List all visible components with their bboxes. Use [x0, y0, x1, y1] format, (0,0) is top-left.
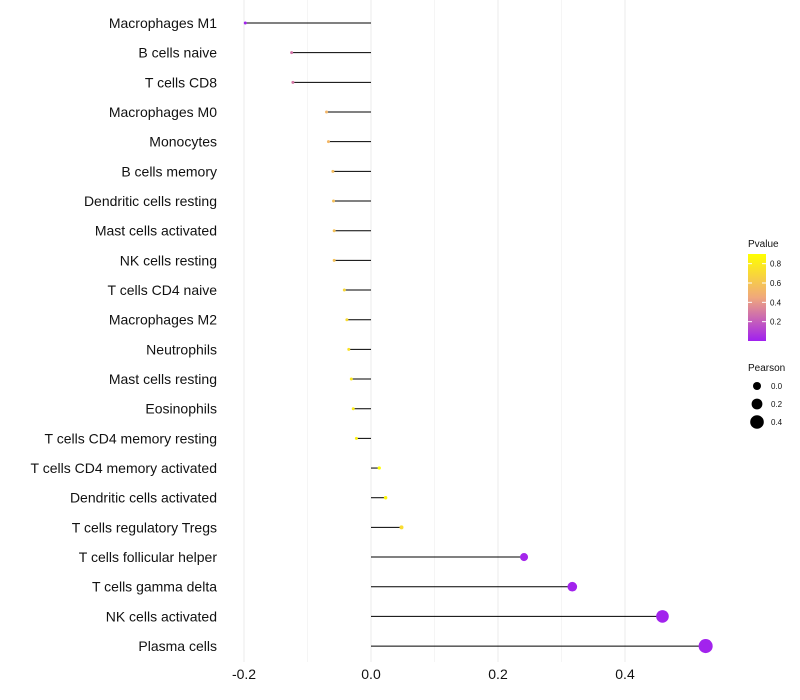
lollipop-point: [354, 436, 358, 440]
category-label: B cells memory: [121, 163, 217, 179]
lollipop-point: [345, 318, 349, 322]
lollipop-point: [351, 407, 355, 411]
size-legend-dot: [750, 415, 764, 429]
colorbar-tick-label: 0.6: [770, 279, 782, 288]
category-label: Neutrophils: [146, 341, 217, 357]
colorbar-tick-label: 0.2: [770, 318, 782, 327]
legend: Pvalue 0.8 0.6 0.4 0.2 Pearson 0.0 0.2 0.4: [748, 239, 785, 429]
x-tick-label: 0.0: [361, 666, 381, 682]
size-legend-dot: [751, 398, 763, 410]
lollipop-point: [325, 110, 329, 114]
pvalue-colorbar: [748, 254, 766, 341]
category-label: Monocytes: [149, 134, 217, 150]
lollipop-point: [342, 288, 346, 292]
category-label: Macrophages M2: [109, 312, 217, 328]
category-label: T cells follicular helper: [79, 549, 218, 565]
category-label: Dendritic cells resting: [84, 193, 217, 209]
lollipop-point: [698, 639, 713, 654]
lollipop-point: [326, 140, 330, 144]
pvalue-colorbar-ticks: 0.8 0.6 0.4 0.2: [748, 260, 782, 327]
lollipop-point: [377, 466, 381, 470]
x-tick-label: -0.2: [232, 666, 256, 682]
size-legend-label: 0.0: [771, 382, 783, 391]
colorbar-tick-label: 0.4: [770, 298, 782, 307]
lollipop-point: [332, 199, 336, 203]
size-legend-label: 0.2: [771, 400, 783, 409]
category-label: T cells CD8: [145, 74, 217, 90]
size-legend-label: 0.4: [771, 418, 783, 427]
category-label: B cells naive: [138, 45, 217, 61]
category-label: T cells CD4 memory resting: [45, 430, 217, 446]
x-tick-label: 0.2: [488, 666, 508, 682]
category-label: Macrophages M0: [109, 104, 217, 120]
category-label: T cells gamma delta: [92, 579, 217, 595]
x-tick-label: 0.4: [615, 666, 635, 682]
lollipop-points: [243, 21, 713, 654]
size-legend-dot: [753, 382, 761, 390]
lollipop-segments: [245, 22, 706, 647]
lollipop-point: [349, 377, 353, 381]
lollipop-point: [291, 80, 295, 84]
x-axis-ticks: -0.2 0.0 0.2 0.4: [232, 666, 635, 682]
lollipop-point: [399, 525, 404, 530]
pearson-size-legend: 0.0 0.2 0.4: [750, 382, 783, 429]
category-label: Plasma cells: [138, 638, 217, 654]
lollipop-point: [567, 581, 578, 592]
category-label: Mast cells activated: [95, 223, 217, 239]
category-label: T cells CD4 naive: [108, 282, 218, 298]
lollipop-point: [347, 347, 351, 351]
legend-pearson-title: Pearson: [748, 363, 785, 374]
category-label: Eosinophils: [145, 401, 217, 417]
category-labels: Macrophages M1 B cells naive T cells CD8 Ma…: [31, 15, 218, 654]
lollipop-point: [332, 258, 336, 262]
legend-pvalue-title: Pvalue: [748, 239, 779, 250]
grid-lines: [243, 0, 626, 662]
lollipop-point: [290, 51, 294, 55]
colorbar-tick-label: 0.8: [770, 260, 782, 269]
category-label: NK cells activated: [106, 608, 217, 624]
category-label: Mast cells resting: [109, 371, 217, 387]
lollipop-point: [331, 169, 335, 173]
category-label: Macrophages M1: [109, 15, 217, 31]
lollipop-point: [383, 495, 388, 500]
category-label: T cells regulatory Tregs: [72, 519, 217, 535]
category-label: T cells CD4 memory activated: [31, 460, 217, 476]
lollipop-point: [656, 610, 669, 623]
lollipop-point: [332, 229, 336, 233]
lollipop-point: [243, 21, 247, 25]
category-label: Dendritic cells activated: [70, 490, 217, 506]
category-label: NK cells resting: [120, 252, 217, 268]
lollipop-point: [520, 553, 529, 562]
